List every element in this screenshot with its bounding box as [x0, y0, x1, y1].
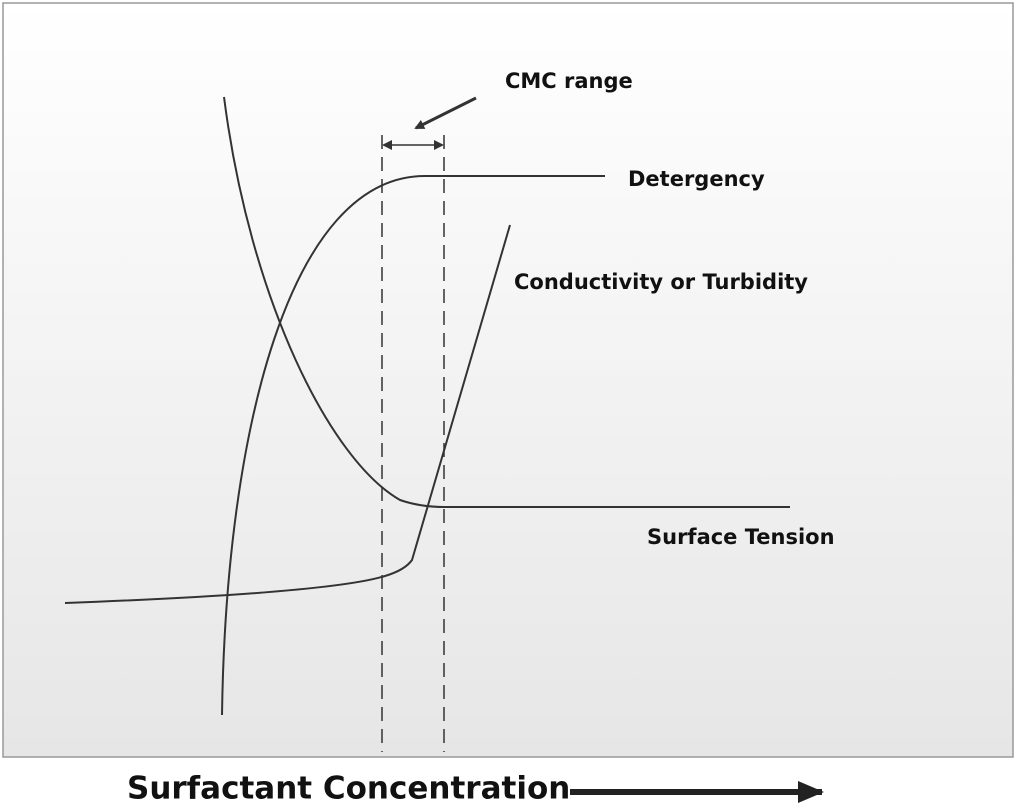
detergency-curve: [221, 175, 605, 716]
conductivity-label: Conductivity or Turbidity: [514, 270, 808, 294]
plot-frame: [2, 2, 1014, 758]
cmc-label: CMC range: [505, 69, 633, 93]
surface-tension-curve: [223, 96, 790, 508]
surface-tension-label: Surface Tension: [647, 525, 835, 549]
conductivity-curve: [64, 224, 511, 604]
detergency-label: Detergency: [628, 167, 765, 191]
x-axis-label: Surfactant Concentration: [127, 771, 570, 807]
cmc-pointer: [414, 96, 477, 130]
